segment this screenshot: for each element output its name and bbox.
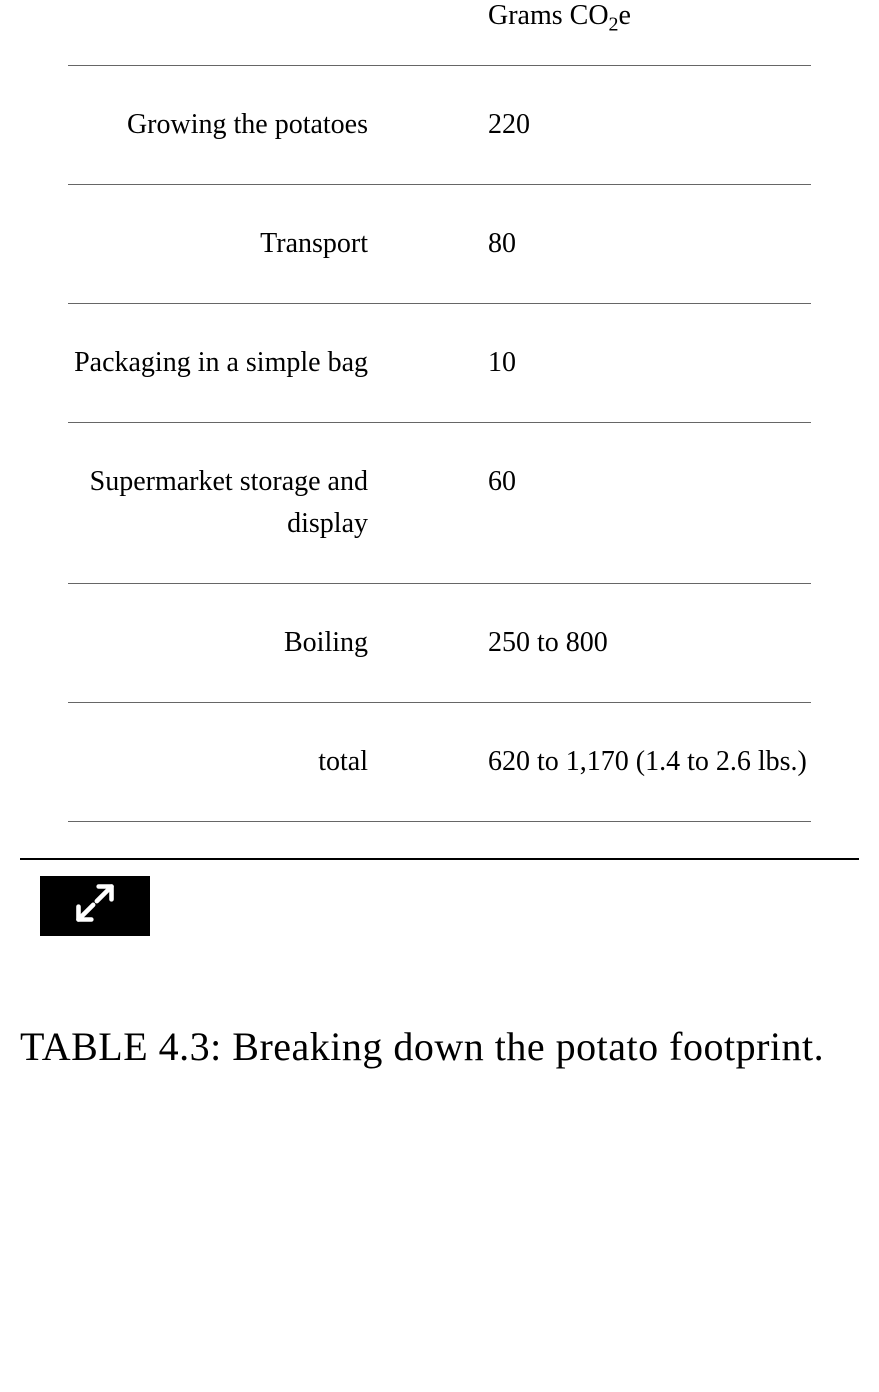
row-label-growing: Growing the potatoes (68, 104, 368, 146)
expand-button[interactable] (40, 876, 150, 936)
row-label-packaging: Packaging in a simple bag (68, 342, 368, 384)
horizontal-rule (20, 858, 859, 860)
table-caption: TABLE 4.3: Breaking down the potato foot… (20, 1016, 859, 1078)
table-row: Transport 80 (68, 184, 811, 303)
table-header-empty (68, 0, 428, 37)
row-value-supermarket: 60 (368, 461, 811, 545)
co2-table: Grams CO2e Growing the potatoes 220 Tran… (68, 0, 811, 822)
row-label-boiling: Boiling (68, 622, 368, 664)
table-row: Growing the potatoes 220 (68, 65, 811, 184)
table-header-value-label: Grams CO2e (428, 0, 811, 37)
row-value-total: 620 to 1,170 (1.4 to 2.6 lbs.) (368, 741, 811, 783)
row-label-supermarket: Supermarket storage and display (68, 461, 368, 545)
table-row: Packaging in a simple bag 10 (68, 303, 811, 422)
table-row: Supermarket storage and display 60 (68, 422, 811, 583)
expand-icon (73, 881, 117, 930)
table-bottom-border (68, 821, 811, 822)
row-value-transport: 80 (368, 223, 811, 265)
table-header-row: Grams CO2e (68, 0, 811, 65)
table-row: Boiling 250 to 800 (68, 583, 811, 702)
row-value-packaging: 10 (368, 342, 811, 384)
row-label-transport: Transport (68, 223, 368, 265)
table-row: total 620 to 1,170 (1.4 to 2.6 lbs.) (68, 702, 811, 821)
row-value-growing: 220 (368, 104, 811, 146)
row-label-total: total (68, 741, 368, 783)
row-value-boiling: 250 to 800 (368, 622, 811, 664)
